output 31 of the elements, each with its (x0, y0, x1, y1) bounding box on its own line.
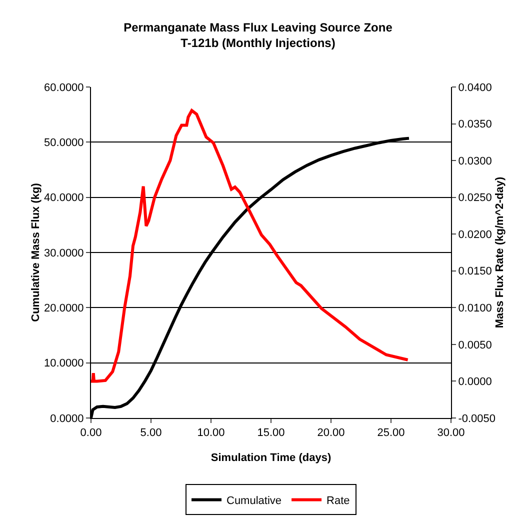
y-tick-label: 30.0000 (44, 247, 84, 260)
y2-tick-label: 0.0350 (458, 118, 492, 131)
x-tick-label: 15.00 (257, 427, 285, 440)
y2-tick-label: 0.0250 (458, 192, 492, 204)
legend-label: Cumulative (226, 494, 282, 507)
y-tick-label: 40.0000 (44, 192, 84, 204)
y2-tick-label: 0.0200 (458, 228, 492, 241)
x-axis-title: Simulation Time (days) (210, 452, 332, 464)
y-tick-label: 60.0000 (44, 82, 84, 94)
x-tick-label: 30.00 (437, 427, 465, 440)
x-tick-label: 20.00 (317, 427, 345, 440)
y-axis-title: Cumulative Mass Flux (kg) (30, 182, 42, 322)
legend-label: Rate (326, 494, 350, 507)
y-tick-label: 50.0000 (44, 137, 84, 150)
y2-tick-label: 0.0050 (458, 339, 492, 352)
y2-tick-label: 0.0400 (458, 82, 492, 94)
line-series (91, 109, 410, 383)
y2-axis-title: Mass Flux Rate (kg/m^2-day) (494, 176, 506, 328)
chart-title: Permanganate Mass Flux Leaving Source Zone T-121b (Monthly Injections) (124, 20, 393, 50)
y2-tick-label: 0.0150 (458, 266, 492, 278)
y2-tick-label: 0.0100 (458, 302, 492, 315)
y-tick-label: 10.0000 (44, 358, 84, 370)
y-tick-label: 0.0000 (50, 412, 84, 425)
y2-tick-label: 0.0300 (458, 155, 492, 168)
y-tick-label: 20.0000 (44, 302, 84, 315)
y2-tick-label: 0.0000 (458, 376, 492, 388)
x-tick-label: 10.00 (197, 427, 225, 440)
y2-tick-label: -0.0050 (458, 412, 496, 425)
x-tick-label: 25.00 (377, 427, 405, 440)
x-tick-label: 0.00 (80, 427, 102, 440)
x-tick-label: 5.00 (140, 427, 162, 440)
